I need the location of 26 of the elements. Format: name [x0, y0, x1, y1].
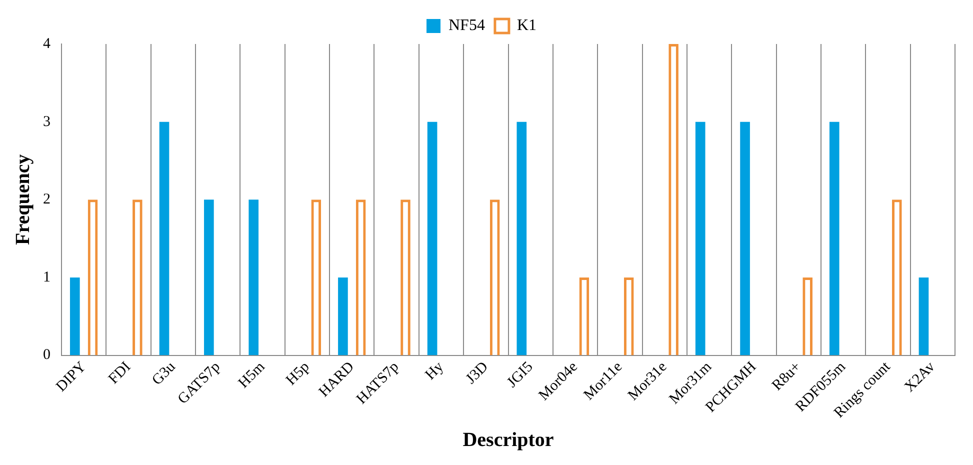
x-tick-label: H5p [283, 358, 313, 389]
x-tick-label: H5m [236, 358, 268, 392]
x-tick-label: FDI [106, 358, 134, 388]
bar [204, 200, 214, 356]
legend-label: NF54 [448, 17, 485, 34]
y-tick-label: 1 [43, 269, 50, 286]
bar [159, 122, 170, 356]
y-tick-label: 0 [43, 347, 50, 364]
x-tick-label: Hy [422, 358, 448, 384]
bar [695, 122, 706, 356]
y-tick-label: 3 [43, 114, 50, 130]
y-axis-title: Frequency [12, 154, 34, 246]
bar [338, 277, 348, 356]
bar [829, 122, 840, 356]
bar [740, 122, 750, 356]
bar [427, 122, 438, 356]
bar [70, 277, 80, 356]
bar [248, 200, 259, 356]
x-tick-label: G3u [149, 358, 180, 389]
legend-label: K1 [516, 17, 537, 34]
x-axis-title: Descriptor [462, 429, 554, 452]
bar [918, 277, 929, 356]
bar [516, 122, 527, 356]
x-tick-label: J3D [463, 358, 492, 388]
y-tick-label: 2 [43, 192, 50, 208]
y-tick-label: 4 [43, 36, 51, 52]
